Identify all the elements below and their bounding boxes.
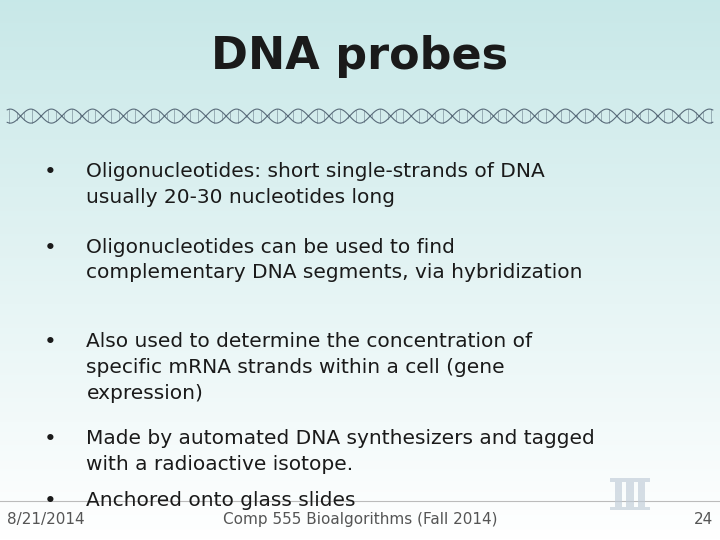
Text: •: • [44, 429, 57, 449]
Text: DNA probes: DNA probes [212, 35, 508, 78]
Text: Made by automated DNA synthesizers and tagged
with a radioactive isotope.: Made by automated DNA synthesizers and t… [86, 429, 595, 474]
Text: Comp 555 Bioalgorithms (Fall 2014): Comp 555 Bioalgorithms (Fall 2014) [222, 512, 498, 527]
Bar [610, 507, 650, 510]
Bar [638, 482, 645, 507]
Text: •: • [44, 491, 57, 511]
Text: •: • [44, 332, 57, 352]
Text: Oligonucleotides: short single-strands of DNA
usually 20-30 nucleotides long: Oligonucleotides: short single-strands o… [86, 162, 545, 207]
Text: 24: 24 [693, 512, 713, 527]
Bar [626, 482, 634, 507]
Text: 8/21/2014: 8/21/2014 [7, 512, 85, 527]
Text: Anchored onto glass slides: Anchored onto glass slides [86, 491, 356, 510]
Text: Also used to determine the concentration of
specific mRNA strands within a cell : Also used to determine the concentration… [86, 332, 533, 403]
Bar [610, 478, 650, 482]
Text: Oligonucleotides can be used to find
complementary DNA segments, via hybridizati: Oligonucleotides can be used to find com… [86, 238, 583, 282]
Text: •: • [44, 238, 57, 258]
Bar [615, 482, 622, 507]
Text: •: • [44, 162, 57, 182]
